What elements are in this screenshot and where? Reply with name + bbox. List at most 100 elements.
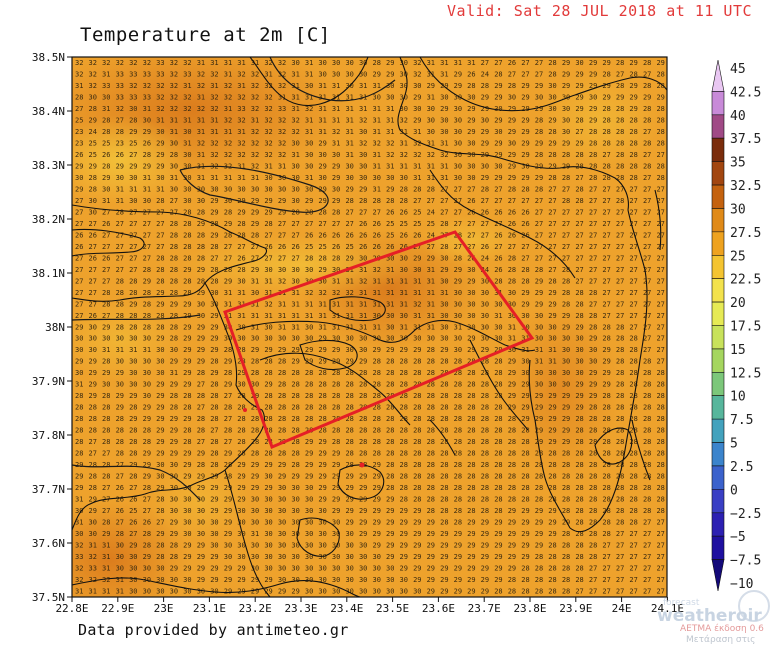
grid-value: 28: [508, 266, 516, 274]
grid-value: 28: [643, 404, 651, 412]
grid-value: 30: [89, 323, 97, 331]
grid-value: 29: [508, 151, 516, 159]
grid-value: 29: [373, 473, 381, 481]
grid-value: 29: [535, 530, 543, 538]
grid-value: 28: [467, 82, 475, 90]
grid-value: 32: [400, 116, 408, 124]
grid-value: 29: [170, 300, 178, 308]
grid-value: 27: [116, 243, 124, 251]
grid-value: 27: [454, 208, 462, 216]
grid-value: 30: [264, 553, 272, 561]
grid-value: 26: [400, 208, 408, 216]
grid-value: 28: [264, 369, 272, 377]
grid-value: 27: [589, 576, 597, 584]
grid-value: 28: [291, 415, 299, 423]
grid-value: 28: [400, 185, 408, 193]
grid-value: 27: [427, 243, 435, 251]
grid-value: 29: [467, 128, 475, 136]
grid-value: 29: [373, 496, 381, 504]
grid-value: 29: [237, 197, 245, 205]
grid-value: 28: [521, 185, 529, 193]
grid-value: 31: [373, 289, 381, 297]
grid-value: 30: [548, 93, 556, 101]
grid-value: 29: [629, 105, 637, 113]
grid-value: 29: [494, 93, 502, 101]
grid-value: 30: [467, 312, 475, 320]
grid-value: 25: [427, 220, 435, 228]
grid-value: 28: [332, 427, 340, 435]
grid-value: 29: [616, 93, 624, 101]
grid-value: 27: [494, 197, 502, 205]
grid-value: 32: [264, 116, 272, 124]
grid-value: 30: [494, 162, 502, 170]
grid-value: 31: [345, 116, 353, 124]
grid-value: 31: [386, 128, 394, 136]
grid-value: 28: [454, 461, 462, 469]
grid-value: 28: [102, 427, 110, 435]
grid-value: 28: [562, 461, 570, 469]
grid-value: 29: [251, 484, 259, 492]
grid-value: 32: [413, 300, 421, 308]
grid-value: 28: [183, 289, 191, 297]
grid-value: 30: [210, 300, 218, 308]
grid-value: 27: [602, 151, 610, 159]
grid-value: 28: [102, 438, 110, 446]
grid-value: 29: [562, 82, 570, 90]
grid-value: 29: [75, 358, 83, 366]
grid-value: 29: [237, 208, 245, 216]
grid-value: 32: [89, 576, 97, 584]
grid-value: 28: [359, 197, 367, 205]
grid-value: 32: [89, 553, 97, 561]
grid-value: 29: [494, 530, 502, 538]
grid-value: 28: [656, 392, 664, 400]
grid-value: 30: [156, 565, 164, 573]
grid-value: 28: [345, 438, 353, 446]
grid-value: 27: [75, 105, 83, 113]
grid-value: 30: [318, 174, 326, 182]
grid-value: 27: [589, 243, 597, 251]
grid-value: 29: [508, 128, 516, 136]
grid-value: 28: [264, 358, 272, 366]
grid-value: 27: [629, 323, 637, 331]
grid-value: 31: [373, 300, 381, 308]
grid-value: 29: [359, 473, 367, 481]
grid-value: 28: [237, 438, 245, 446]
grid-value: 29: [264, 576, 272, 584]
grid-value: 31: [548, 358, 556, 366]
grid-value: 33: [116, 93, 124, 101]
grid-value: 28: [440, 484, 448, 492]
grid-value: 29: [156, 151, 164, 159]
grid-value: 29: [183, 323, 191, 331]
grid-value: 29: [386, 507, 394, 515]
grid-value: 33: [143, 70, 151, 78]
grid-value: 29: [237, 496, 245, 504]
grid-value: 28: [548, 59, 556, 67]
grid-value: 28: [75, 404, 83, 412]
grid-value: 27: [656, 323, 664, 331]
grid-value: 27: [562, 231, 570, 239]
grid-value: 30: [454, 128, 462, 136]
grid-value: 29: [332, 496, 340, 504]
grid-value: 27: [629, 289, 637, 297]
grid-value: 25: [345, 243, 353, 251]
data-credit: Data provided by antimeteo.gr: [78, 621, 349, 639]
grid-value: 29: [291, 588, 299, 596]
grid-value: 28: [129, 404, 137, 412]
grid-value: 27: [575, 588, 583, 596]
grid-value: 27: [75, 197, 83, 205]
grid-value: 28: [454, 519, 462, 527]
grid-value: 30: [548, 105, 556, 113]
grid-value: 28: [251, 450, 259, 458]
grid-value: 29: [521, 116, 529, 124]
grid-value: 29: [413, 542, 421, 550]
grid-value: 28: [386, 197, 394, 205]
grid-value: 29: [332, 484, 340, 492]
grid-value: 28: [89, 473, 97, 481]
colorbar: 4542.54037.53532.53027.52522.52017.51512…: [711, 59, 761, 592]
grid-value: 28: [264, 392, 272, 400]
grid-value: 29: [575, 139, 583, 147]
grid-value: 28: [467, 381, 475, 389]
grid-value: 28: [116, 530, 124, 538]
grid-value: 31: [345, 151, 353, 159]
grid-value: 31: [413, 312, 421, 320]
